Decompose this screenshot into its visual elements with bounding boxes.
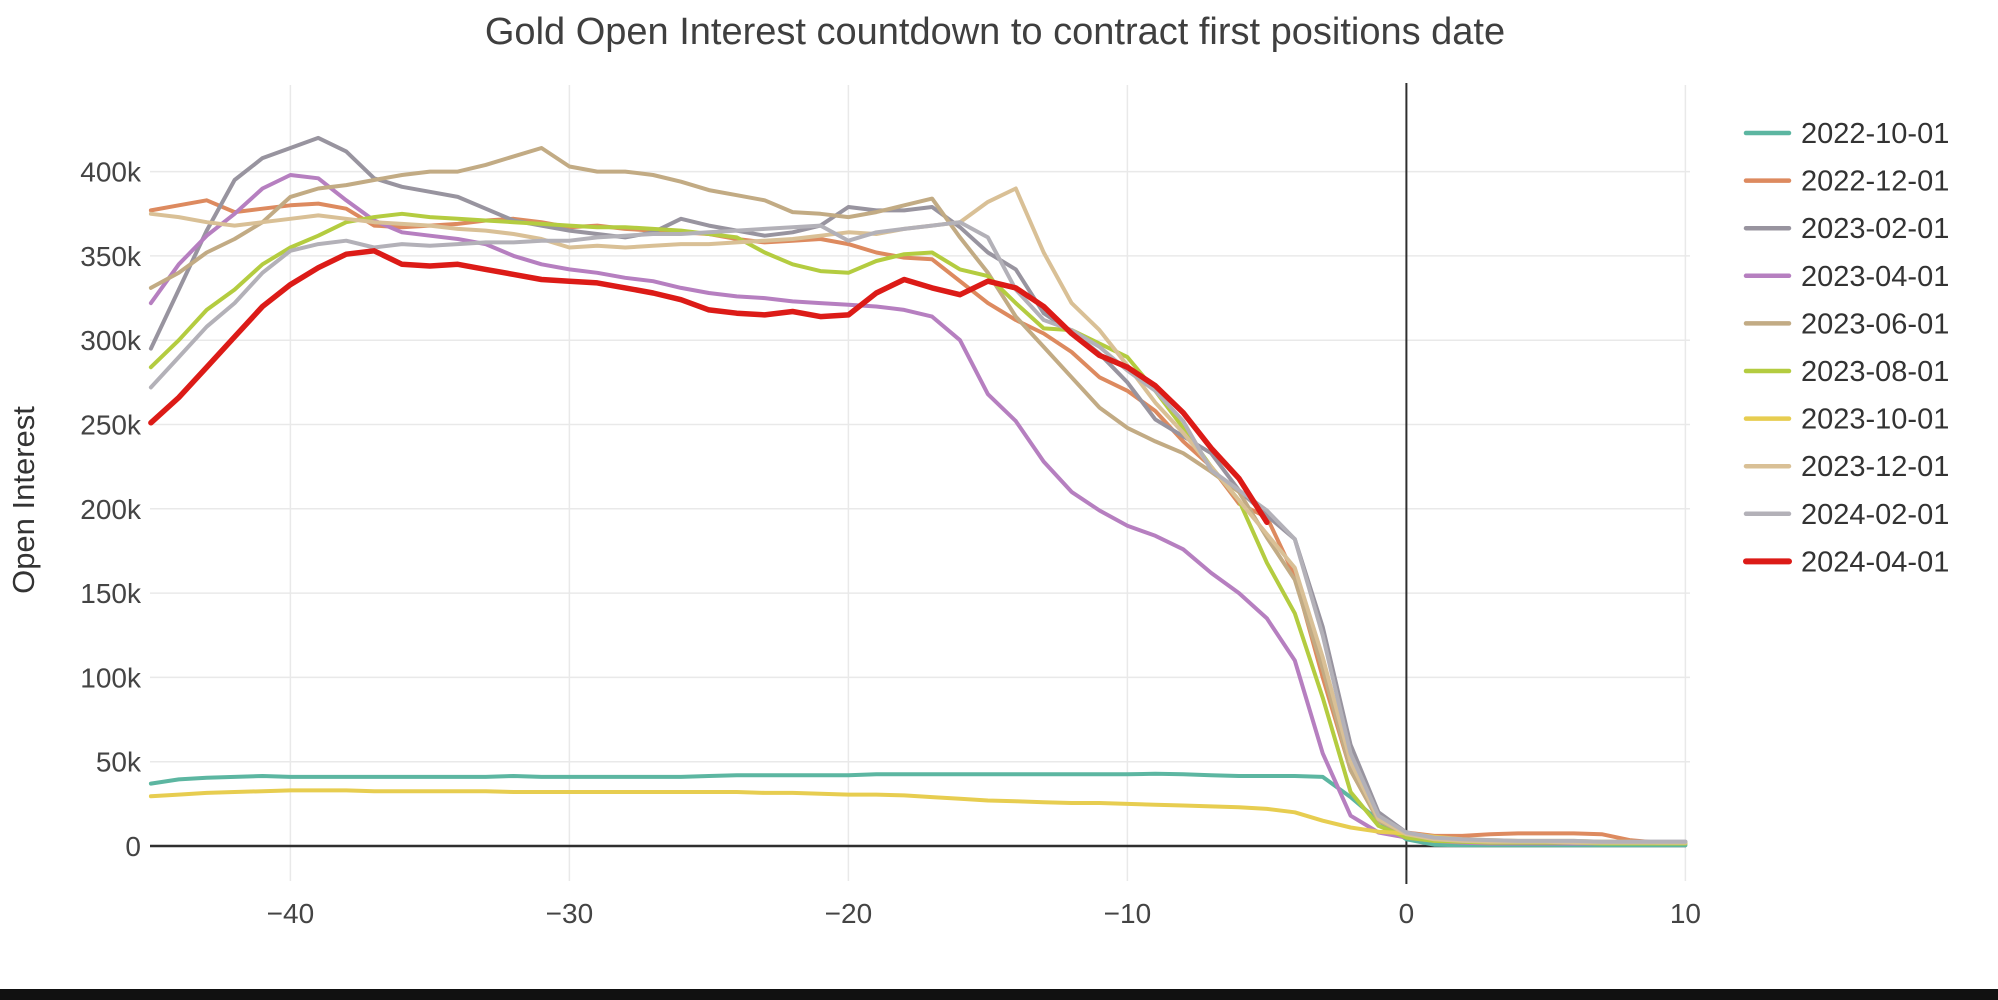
legend-item[interactable]: 2023-08-01	[1743, 356, 1949, 388]
window-bottom-edge	[0, 989, 1998, 1000]
tick-layer: 0 50k 100k 150k 200k 250k 300k 350k 400k −40 −30 −2…	[80, 157, 1701, 929]
axis-layer	[150, 83, 1686, 884]
legend-item[interactable]: 2023-12-01	[1743, 451, 1949, 483]
x-tick-label: −30	[546, 898, 594, 929]
legend-label[interactable]: 2023-06-01	[1801, 308, 1949, 340]
x-tick-label: 10	[1670, 898, 1701, 929]
legend-label[interactable]: 2022-10-01	[1801, 118, 1949, 150]
legend-label[interactable]: 2023-08-01	[1801, 356, 1949, 388]
y-tick-label: 200k	[80, 494, 142, 525]
legend-item[interactable]: 2023-06-01	[1743, 308, 1949, 340]
grid-layer	[150, 85, 1690, 881]
series-line-2022-12-01	[148, 198, 1688, 845]
legend-label[interactable]: 2023-04-01	[1801, 261, 1949, 293]
x-tick-label: −10	[1104, 898, 1152, 929]
legend-item[interactable]: 2024-04-01	[1743, 546, 1949, 578]
legend-item[interactable]: 2022-10-01	[1743, 118, 1949, 150]
series-line-2022-10-01	[148, 771, 1688, 848]
x-tick-label: 0	[1399, 898, 1415, 929]
legend-item[interactable]: 2023-10-01	[1743, 404, 1949, 436]
series-line-2023-02-01	[148, 135, 1688, 844]
series-line-2024-04-01	[148, 248, 1270, 526]
legend-label[interactable]: 2023-02-01	[1801, 213, 1949, 245]
y-tick-label: 0	[125, 831, 141, 862]
y-axis-title: Open Interest	[6, 406, 41, 594]
x-tick-label: −20	[825, 898, 873, 929]
series-layer	[148, 135, 1688, 848]
y-tick-label: 400k	[80, 157, 142, 188]
y-tick-label: 100k	[80, 662, 142, 693]
series-line-2023-08-01	[148, 211, 1688, 846]
legend-label[interactable]: 2023-10-01	[1801, 404, 1949, 436]
series-line-2024-02-01	[148, 220, 1688, 844]
legend-label[interactable]: 2023-12-01	[1801, 451, 1949, 483]
series-line-2023-12-01	[148, 186, 1688, 845]
legend-item[interactable]: 2023-02-01	[1743, 213, 1949, 245]
legend-label[interactable]: 2024-04-01	[1801, 546, 1949, 578]
legend: 2022-10-01 2022-12-01 2023-02-01 2023-04-01…	[1743, 118, 1949, 578]
y-tick-label: 50k	[96, 747, 142, 778]
legend-item[interactable]: 2022-12-01	[1743, 166, 1949, 198]
y-tick-label: 250k	[80, 410, 142, 441]
x-tick-label: −40	[267, 898, 315, 929]
y-tick-label: 350k	[80, 241, 142, 272]
y-tick-label: 150k	[80, 578, 142, 609]
legend-label[interactable]: 2022-12-01	[1801, 166, 1949, 198]
y-tick-label: 300k	[80, 325, 142, 356]
legend-item[interactable]: 2023-04-01	[1743, 261, 1949, 293]
legend-label[interactable]: 2024-02-01	[1801, 499, 1949, 531]
legend-item[interactable]: 2024-02-01	[1743, 499, 1949, 531]
chart-title: Gold Open Interest countdown to contract…	[485, 11, 1505, 53]
